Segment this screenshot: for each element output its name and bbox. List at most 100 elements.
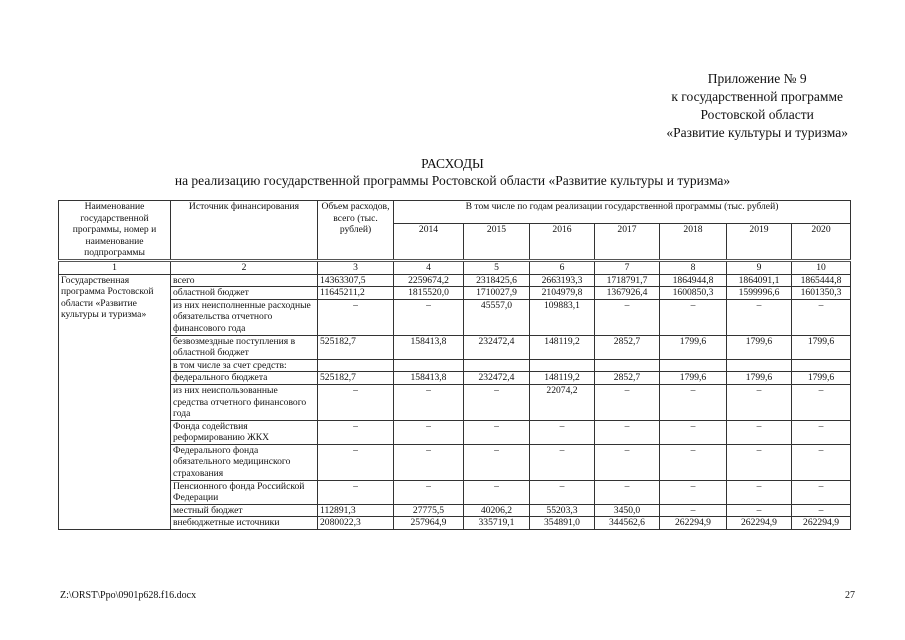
total-value: – <box>317 479 394 505</box>
total-value: 2080022,3 <box>317 516 394 531</box>
year-value: 1799,6 <box>726 371 792 385</box>
year-value: 2104979,8 <box>529 286 595 300</box>
funding-source: Фонда содействия реформированию ЖКХ <box>170 419 318 445</box>
total-value: – <box>317 443 394 481</box>
year-value: – <box>529 443 595 481</box>
year-value: 1799,6 <box>790 334 852 360</box>
header-year: 2015 <box>463 222 530 261</box>
table-row: из них неисполненные расходные обязатель… <box>59 298 852 336</box>
funding-source: Пенсионного фонда Российской Федерации <box>170 479 318 505</box>
funding-source: Федерального фонда обязательного медицин… <box>170 443 318 481</box>
program-name: Государственная программа Ростовской обл… <box>58 273 171 531</box>
table-row: федерального бюджета 525182,7 158413,8 2324… <box>59 371 852 385</box>
table-row: в том числе за счет средств: <box>59 358 852 373</box>
total-value: 525182,7 <box>317 334 394 360</box>
header-year: 2016 <box>529 222 595 261</box>
year-value: 1865444,8 <box>790 273 852 288</box>
year-value: – <box>659 383 727 421</box>
year-value: 2663193,3 <box>529 273 595 288</box>
year-value: 257964,9 <box>393 516 464 531</box>
funding-source: из них неиспользованные средства отчетно… <box>170 383 318 421</box>
year-value <box>790 358 852 373</box>
year-value: 55203,3 <box>529 503 595 518</box>
year-value: 1710027,9 <box>463 286 530 300</box>
year-value: 1799,6 <box>726 334 792 360</box>
total-value: 11645211,2 <box>317 286 394 300</box>
year-value: – <box>726 419 792 445</box>
year-value: 1600850,3 <box>659 286 727 300</box>
year-value: 22074,2 <box>529 383 595 421</box>
year-value: – <box>463 443 530 481</box>
funding-source: внебюджетные источники <box>170 516 318 531</box>
total-value: – <box>317 383 394 421</box>
year-value: 1815520,0 <box>393 286 464 300</box>
year-value: – <box>726 298 792 336</box>
table-body: 1 2 3 4 5 6 7 8 9 10 Государственная про… <box>58 259 852 531</box>
year-value: – <box>726 383 792 421</box>
table-row: областной бюджет 11645211,2 1815520,0 17100… <box>59 286 852 300</box>
header-total: Объем расходов, всего (тыс. рублей) <box>317 200 394 261</box>
year-value: – <box>463 419 530 445</box>
year-value: – <box>463 383 530 421</box>
year-value: – <box>790 383 852 421</box>
year-value: – <box>393 298 464 336</box>
year-value: – <box>594 419 660 445</box>
column-number: 7 <box>594 259 660 275</box>
appendix-line: Ростовской области <box>700 107 814 122</box>
year-value: – <box>529 479 595 505</box>
year-value: 40206,2 <box>463 503 530 518</box>
appendix-line: «Развитие культуры и туризма» <box>666 125 848 140</box>
total-value: 112891,3 <box>317 503 394 518</box>
table-row: Федерального фонда обязательного медицин… <box>59 443 852 481</box>
column-number: 9 <box>726 259 792 275</box>
year-value: 1367926,4 <box>594 286 660 300</box>
header-year: 2018 <box>659 222 727 261</box>
total-value: – <box>317 298 394 336</box>
header-source: Источник финансирования <box>170 200 318 261</box>
file-path: Z:\ORST\Ppo\0901p628.f16.docx <box>60 590 197 601</box>
year-value: – <box>463 479 530 505</box>
column-number: 2 <box>170 259 318 275</box>
column-number: 1 <box>58 259 171 275</box>
year-value: 1601350,3 <box>790 286 852 300</box>
header-year: 2019 <box>726 222 792 261</box>
year-value <box>529 358 595 373</box>
year-value: 1799,6 <box>659 371 727 385</box>
column-number: 6 <box>529 259 595 275</box>
year-value: – <box>594 443 660 481</box>
year-value: 354891,0 <box>529 516 595 531</box>
header-year: 2020 <box>790 222 852 261</box>
column-number: 8 <box>659 259 727 275</box>
year-value: – <box>726 479 792 505</box>
total-value: 525182,7 <box>317 371 394 385</box>
year-value: 2318425,6 <box>463 273 530 288</box>
funding-source: из них неисполненные расходные обязатель… <box>170 298 318 336</box>
year-value: – <box>393 479 464 505</box>
year-value: 2852,7 <box>594 371 660 385</box>
appendix-number: Приложение № 9 <box>707 71 807 86</box>
year-value: 262294,9 <box>790 516 852 531</box>
year-value: 1718791,7 <box>594 273 660 288</box>
year-value: – <box>659 503 727 518</box>
year-value: 3450,0 <box>594 503 660 518</box>
year-value: – <box>790 419 852 445</box>
column-number: 5 <box>463 259 530 275</box>
year-value: 158413,8 <box>393 334 464 360</box>
year-value: – <box>659 479 727 505</box>
year-value: 148119,2 <box>529 334 595 360</box>
title-main: РАСХОДЫ <box>421 156 484 171</box>
total-value: 14363307,5 <box>317 273 394 288</box>
total-value <box>317 358 394 373</box>
year-value: – <box>594 479 660 505</box>
year-value: 262294,9 <box>659 516 727 531</box>
year-value: – <box>659 419 727 445</box>
year-value: – <box>790 503 852 518</box>
table-row: Государственная программа Ростовской обл… <box>58 273 852 531</box>
funding-source: областной бюджет <box>170 286 318 300</box>
year-value: – <box>594 298 660 336</box>
year-value: 109883,1 <box>529 298 595 336</box>
appendix-line: к государственной программе <box>671 89 843 104</box>
year-value: – <box>726 443 792 481</box>
header-by-years: В том числе по годам реализации государс… <box>392 200 852 224</box>
year-value: 335719,1 <box>463 516 530 531</box>
